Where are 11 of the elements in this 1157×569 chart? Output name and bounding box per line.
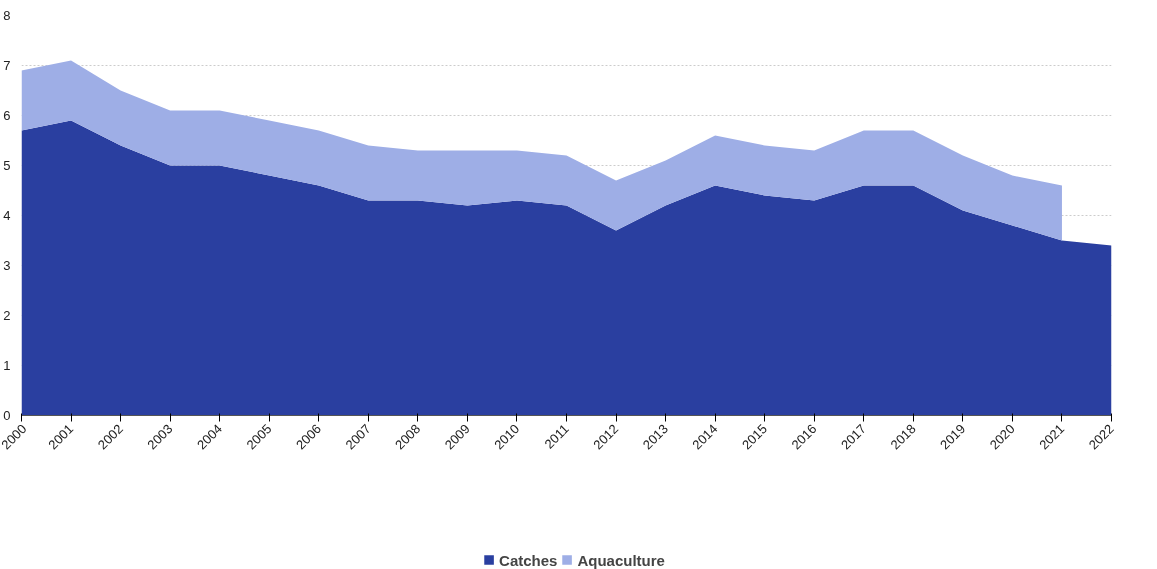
- y-tick-label: 3: [3, 258, 11, 273]
- legend-label: Aquaculture: [577, 551, 665, 569]
- legend-label: Catches: [499, 551, 558, 569]
- y-tick-label: 8: [3, 8, 11, 23]
- y-tick-label: 4: [3, 208, 11, 223]
- y-tick-label: 2: [3, 308, 11, 323]
- y-tick-label: 6: [3, 108, 11, 123]
- y-tick-label: 0: [3, 408, 11, 423]
- y-tick-label: 1: [3, 358, 11, 373]
- y-tick-label: 7: [3, 58, 11, 73]
- y-tick-label: 5: [3, 158, 11, 173]
